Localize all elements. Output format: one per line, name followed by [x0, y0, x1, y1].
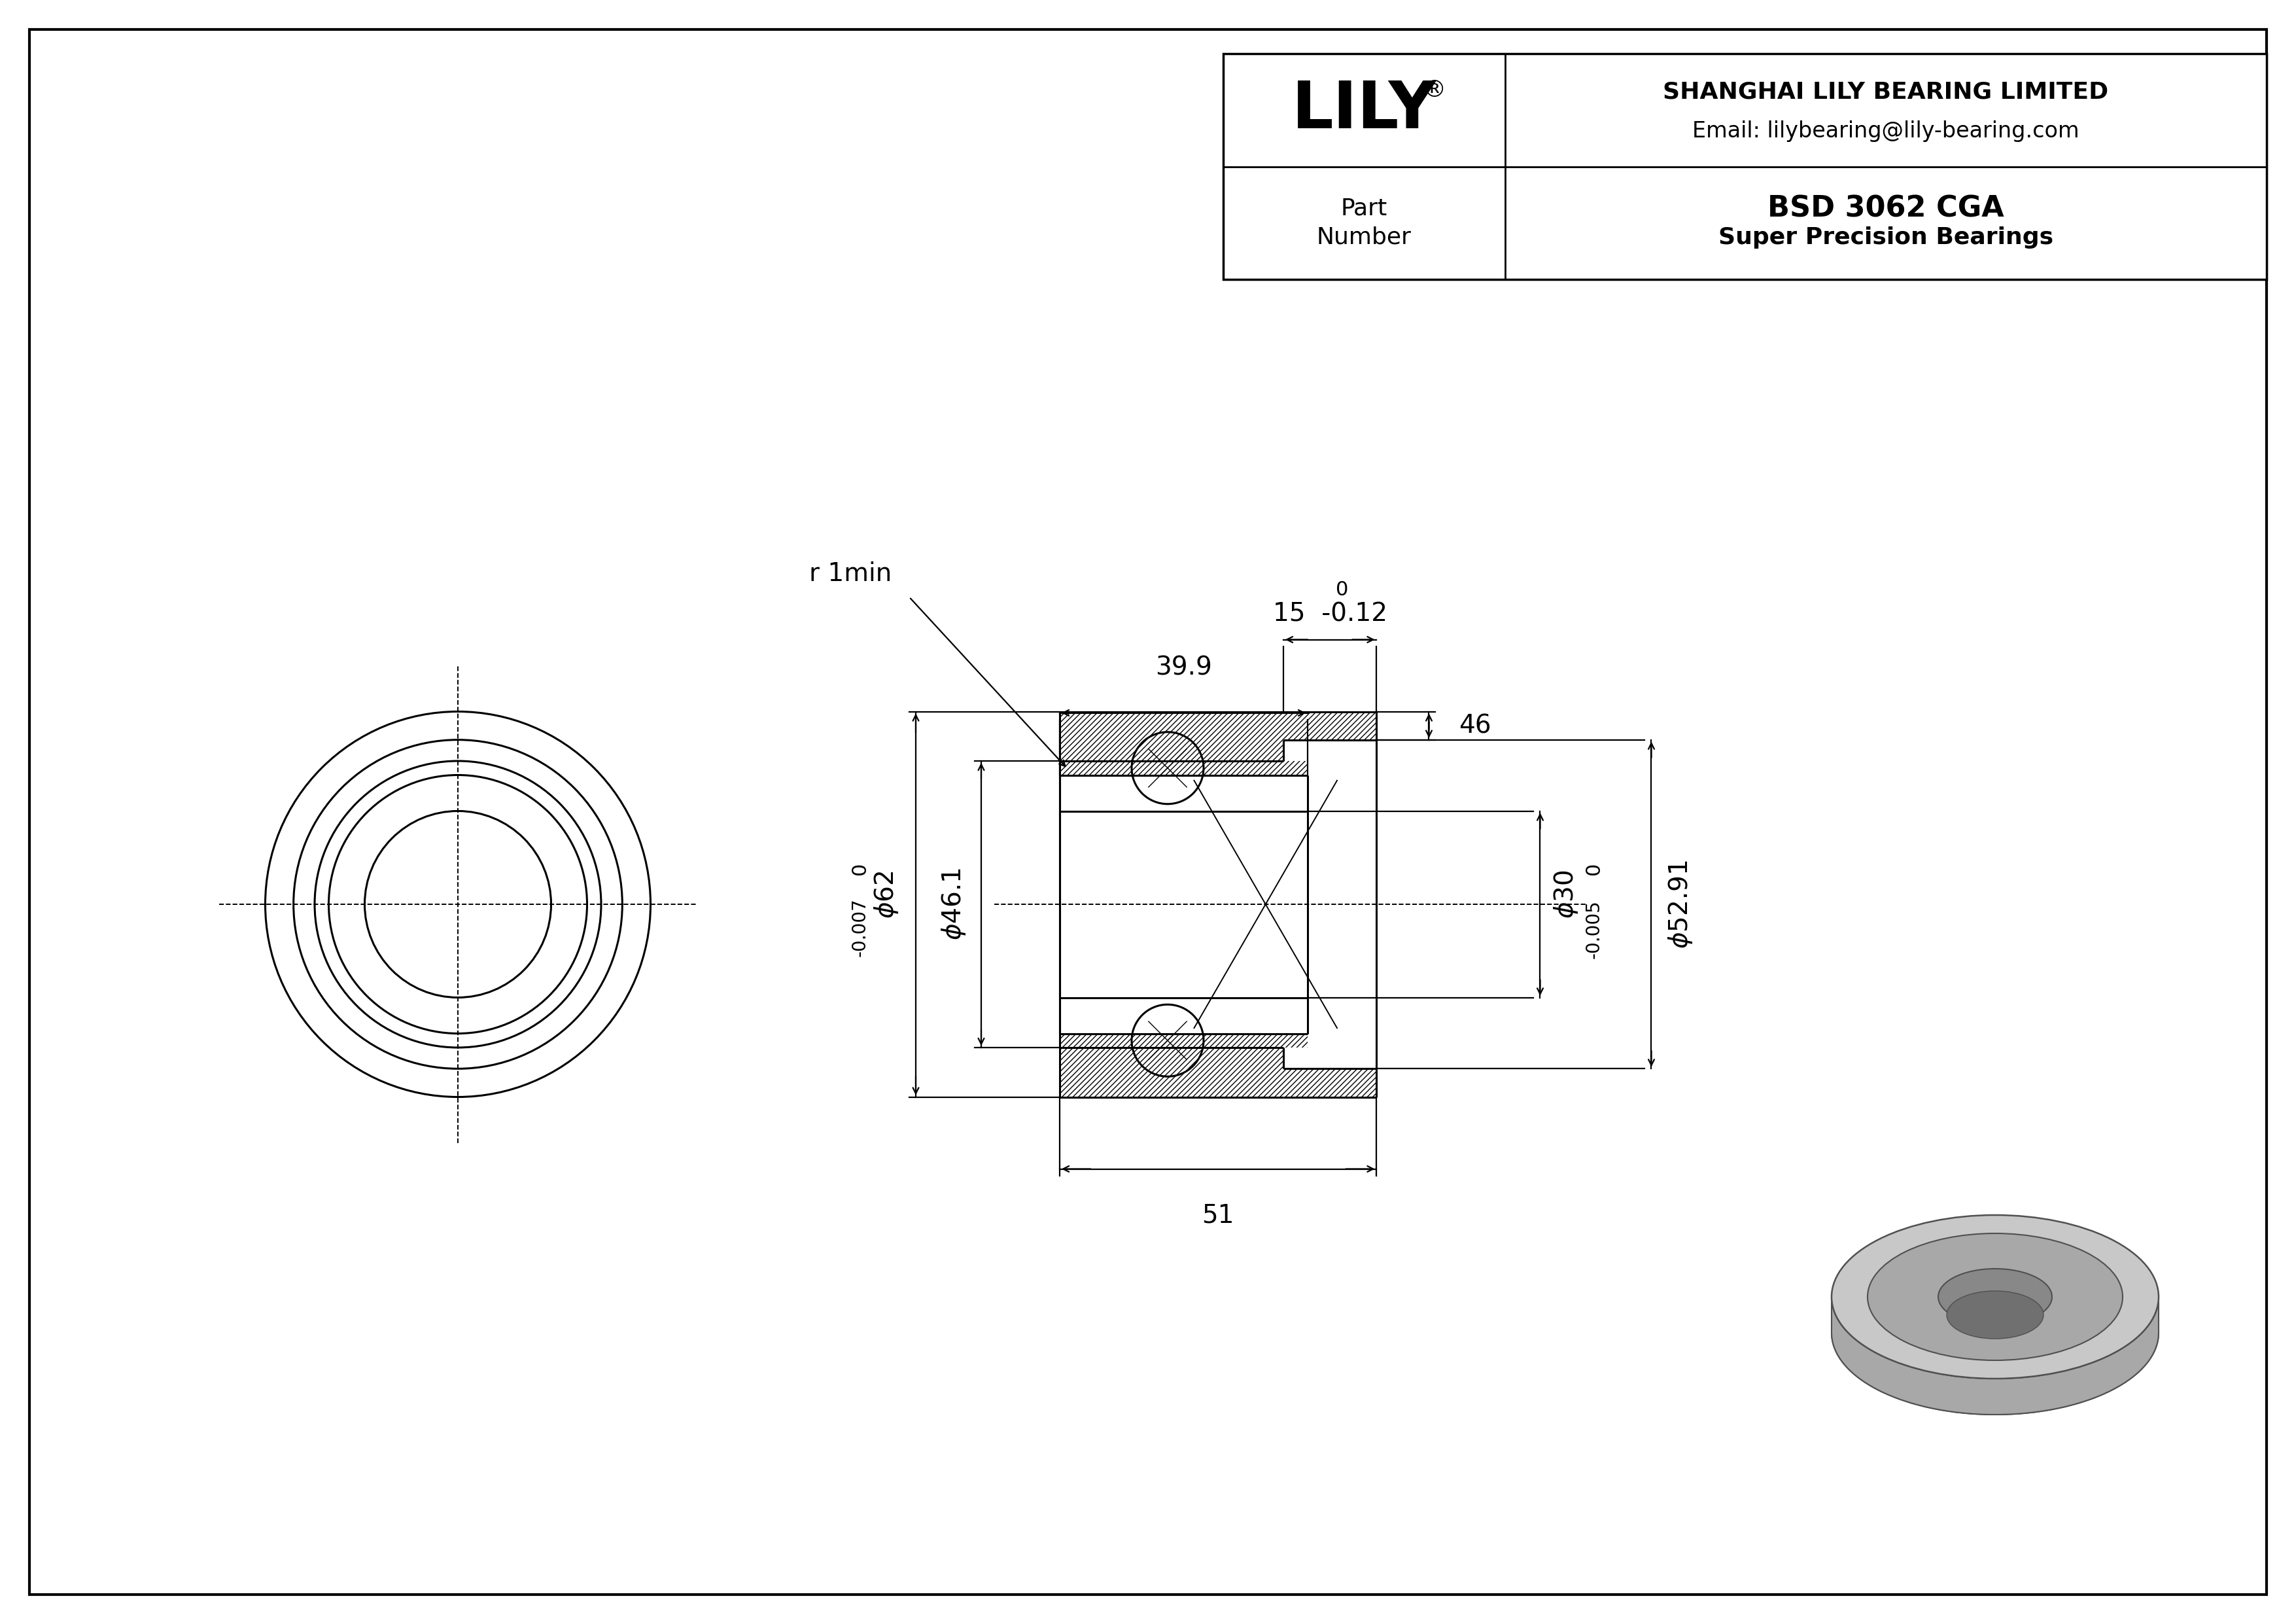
Text: 0: 0	[1336, 580, 1348, 599]
Ellipse shape	[1938, 1268, 2053, 1325]
Bar	[1061, 762, 1309, 775]
Text: 39.9: 39.9	[1155, 656, 1212, 680]
Text: $\phi$52.91: $\phi$52.91	[1667, 861, 1694, 948]
Bar	[1224, 54, 2266, 279]
Text: $\phi$62: $\phi$62	[872, 870, 900, 919]
Text: ®: ®	[1424, 80, 1446, 102]
Bar	[1283, 1069, 1378, 1096]
Ellipse shape	[1832, 1215, 2158, 1379]
Text: SHANGHAI LILY BEARING LIMITED: SHANGHAI LILY BEARING LIMITED	[1662, 81, 2108, 102]
Text: $\phi$46.1: $\phi$46.1	[939, 869, 967, 940]
Text: 46: 46	[1458, 713, 1492, 739]
Text: Part: Part	[1341, 198, 1387, 219]
Text: -0.005: -0.005	[1584, 900, 1603, 958]
Ellipse shape	[1947, 1291, 2043, 1338]
Text: Super Precision Bearings: Super Precision Bearings	[1717, 226, 2053, 248]
Text: 0: 0	[852, 862, 870, 875]
Text: LILY: LILY	[1293, 78, 1437, 141]
Bar	[1061, 1033, 1309, 1047]
Text: r 1min: r 1min	[808, 562, 891, 586]
Text: Number: Number	[1316, 226, 1412, 248]
Text: 51: 51	[1203, 1203, 1235, 1228]
Bar	[1061, 1047, 1283, 1096]
Text: 0: 0	[1584, 862, 1603, 875]
Text: -0.007: -0.007	[852, 898, 870, 957]
Bar	[1061, 711, 1283, 762]
Bar	[1283, 711, 1378, 741]
Text: Email: lilybearing@lily-bearing.com: Email: lilybearing@lily-bearing.com	[1692, 120, 2080, 141]
Ellipse shape	[1832, 1250, 2158, 1415]
Ellipse shape	[1867, 1233, 2124, 1361]
Text: 15  -0.12: 15 -0.12	[1272, 601, 1387, 627]
Text: $\phi$30: $\phi$30	[1552, 870, 1580, 919]
Polygon shape	[1832, 1298, 2158, 1415]
Text: BSD 3062 CGA: BSD 3062 CGA	[1768, 195, 2004, 222]
